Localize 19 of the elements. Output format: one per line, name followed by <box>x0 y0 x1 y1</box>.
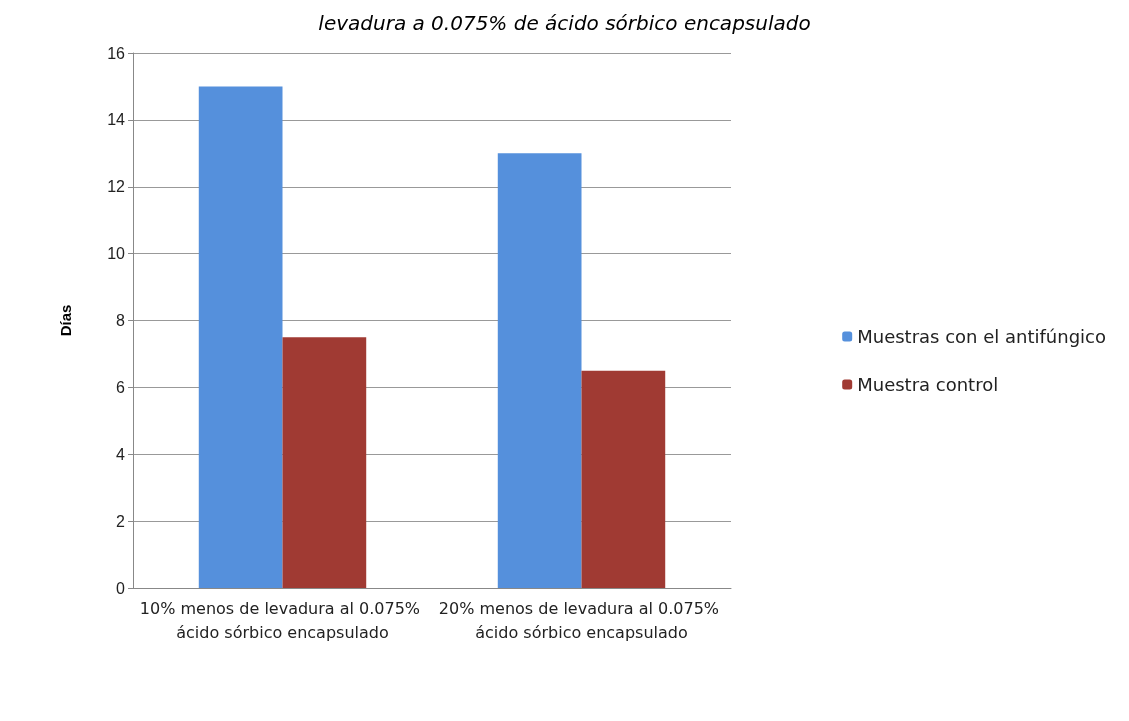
x-tick-label: 10% menos de levadura al 0.075% ácido sórbico encapsulado <box>139 598 426 642</box>
y-tick-label: 0 <box>116 579 126 597</box>
chart-title: levadura a 0.075% de ácido sórbico encapsulado <box>318 11 811 35</box>
bar <box>282 337 367 588</box>
y-tick-label: 10 <box>107 245 126 263</box>
y-tick-label: 4 <box>116 445 126 463</box>
y-axis-title: Días <box>57 304 74 337</box>
y-tick-label: 6 <box>116 378 126 396</box>
y-tick-label: 16 <box>107 44 126 62</box>
x-tick-label: 20% menos de levadura al 0.075% ácido sórbico encapsulado <box>438 598 725 642</box>
legend-label: Muestras con el antifúngico <box>857 326 1107 347</box>
bar <box>198 86 283 588</box>
bar <box>581 370 666 588</box>
y-tick-label: 8 <box>116 312 126 329</box>
y-tick-label: 14 <box>107 111 126 129</box>
bar <box>497 153 582 588</box>
legend-label: Muestra control <box>857 374 999 395</box>
y-tick-label: 2 <box>116 512 126 530</box>
y-tick-label: 12 <box>107 178 126 196</box>
